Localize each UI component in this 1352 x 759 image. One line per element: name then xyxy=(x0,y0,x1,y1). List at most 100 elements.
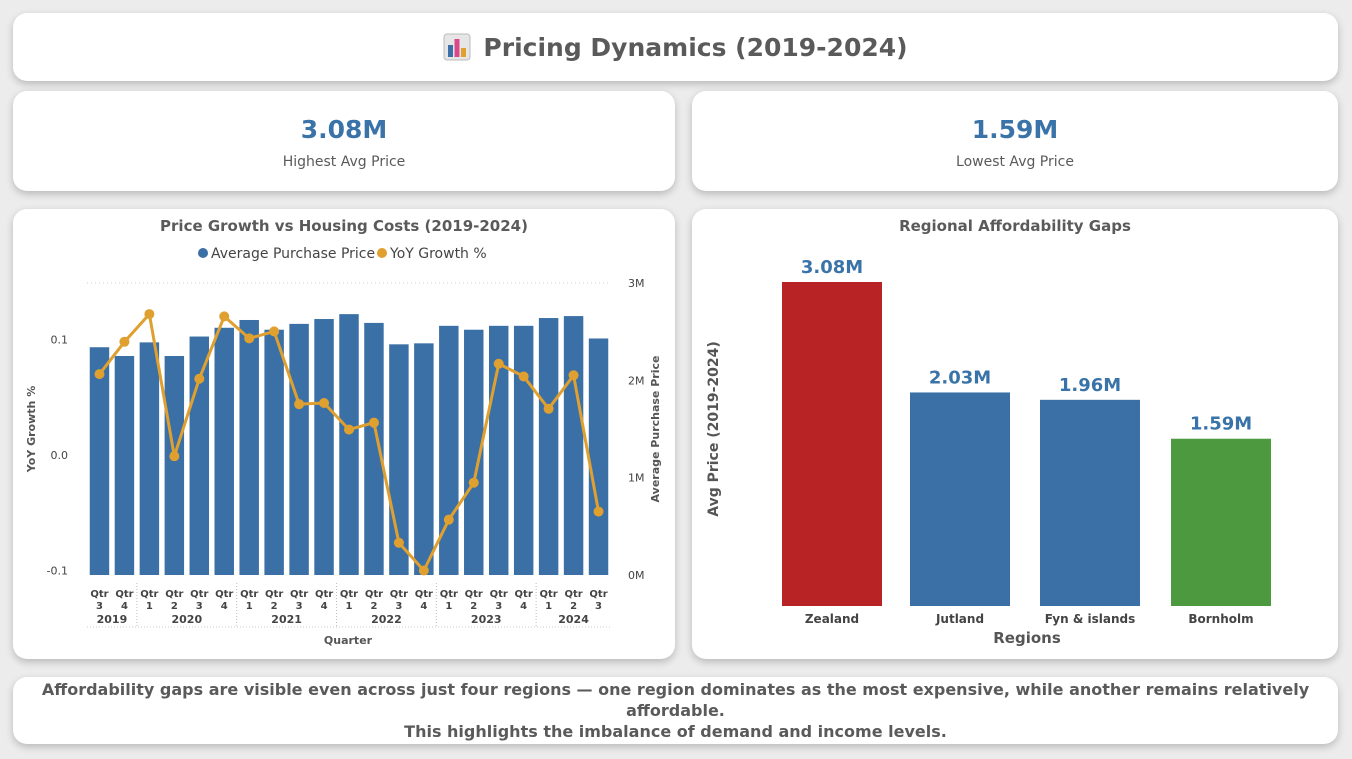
growth-point[interactable] xyxy=(119,336,130,347)
bar[interactable] xyxy=(264,329,284,575)
growth-point[interactable] xyxy=(468,477,479,488)
dashboard-title: Pricing Dynamics (2019-2024) xyxy=(443,32,908,62)
year-label: 2019 xyxy=(97,613,128,626)
kpi-card-lowest: 1.59M Lowest Avg Price xyxy=(692,91,1338,191)
dashboard-title-text: Pricing Dynamics (2019-2024) xyxy=(483,32,908,62)
x-tick-label: Qtr 2 xyxy=(165,589,183,612)
chart-title: Price Growth vs Housing Costs (2019-2024… xyxy=(160,217,528,235)
x-tick-label: Qtr 1 xyxy=(140,589,158,612)
bar-value-label: 1.96M xyxy=(1059,375,1121,396)
bar[interactable] xyxy=(538,318,559,575)
x-tick-label: Qtr 4 xyxy=(315,589,333,612)
kpi-card-highest: 3.08M Highest Avg Price xyxy=(13,91,675,191)
growth-point[interactable] xyxy=(219,311,230,322)
kpi-lowest-value: 1.59M xyxy=(971,115,1059,144)
bar[interactable] xyxy=(214,327,234,575)
y-axis-right-title: Average Purchase Price xyxy=(649,356,662,503)
legend-label-price: Average Purchase Price xyxy=(211,246,375,262)
growth-point[interactable] xyxy=(418,565,429,576)
growth-point[interactable] xyxy=(169,451,180,462)
footer-line-2: This highlights the imbalance of demand … xyxy=(404,722,947,741)
regional-gaps-chart-card: Regional Affordability Gaps 3.08M Zealand 2… xyxy=(692,209,1338,659)
year-label: 2023 xyxy=(471,613,502,626)
x-tick-label: Qtr 3 xyxy=(589,589,607,612)
x-tick-label: Qtr 3 xyxy=(90,589,108,612)
growth-point[interactable] xyxy=(443,514,454,525)
growth-point[interactable] xyxy=(244,333,255,344)
bar[interactable] xyxy=(1040,399,1140,606)
footer-line-1: Affordability gaps are visible even acro… xyxy=(41,680,1310,720)
bar[interactable] xyxy=(289,323,309,575)
bar[interactable] xyxy=(339,314,359,575)
bar[interactable] xyxy=(139,342,160,575)
category-label: Fyn & islands xyxy=(1045,612,1135,626)
price-growth-chart: Price Growth vs Housing Costs (2019-2024… xyxy=(25,217,662,647)
growth-point[interactable] xyxy=(144,309,155,320)
bar[interactable] xyxy=(114,356,135,575)
x-tick-label: Qtr 2 xyxy=(265,589,283,612)
growth-point[interactable] xyxy=(543,403,554,414)
bar-chart-icon xyxy=(443,33,471,61)
bar[interactable] xyxy=(439,325,459,575)
x-tick-label: Qtr 2 xyxy=(365,589,383,612)
x-tick-label: Qtr 4 xyxy=(415,589,433,612)
growth-point[interactable] xyxy=(94,369,105,380)
growth-point[interactable] xyxy=(518,371,529,382)
growth-point[interactable] xyxy=(269,326,280,337)
bar[interactable] xyxy=(910,392,1010,606)
bar[interactable] xyxy=(89,347,110,575)
growth-point[interactable] xyxy=(368,417,379,428)
x-tick-label: Qtr 2 xyxy=(564,589,582,612)
bar[interactable] xyxy=(364,322,384,575)
kpi-highest-value: 3.08M xyxy=(300,115,388,144)
bar-value-label: 3.08M xyxy=(801,257,863,278)
price-growth-chart-card: Price Growth vs Housing Costs (2019-2024… xyxy=(13,209,675,659)
x-axis-title: Quarter xyxy=(324,634,373,647)
growth-point[interactable] xyxy=(344,424,354,435)
y-axis-title: Avg Price (2019-2024) xyxy=(706,341,722,517)
x-tick-label: Qtr 1 xyxy=(240,589,258,612)
growth-point[interactable] xyxy=(294,399,305,410)
x-axis-title: Regions xyxy=(993,629,1061,647)
legend-marker-growth xyxy=(377,248,387,258)
x-tick-label: Qtr 1 xyxy=(340,589,358,612)
bar[interactable] xyxy=(239,319,259,575)
year-label: 2024 xyxy=(558,613,589,626)
growth-point[interactable] xyxy=(593,506,604,517)
bar[interactable] xyxy=(414,343,434,575)
year-label: 2020 xyxy=(171,613,202,626)
legend: Average Purchase Price YoY Growth % xyxy=(198,246,487,262)
bar[interactable] xyxy=(464,329,484,575)
growth-point[interactable] xyxy=(194,373,205,384)
legend-label-growth: YoY Growth % xyxy=(389,246,487,262)
right-tick-label: 3M xyxy=(628,277,645,290)
year-label: 2021 xyxy=(271,613,302,626)
growth-point[interactable] xyxy=(319,398,330,409)
left-tick-label: 0.1 xyxy=(51,334,69,347)
bar-value-label: 1.59M xyxy=(1190,414,1252,435)
header-card: Pricing Dynamics (2019-2024) xyxy=(13,13,1338,81)
growth-point[interactable] xyxy=(493,358,504,369)
bar[interactable] xyxy=(314,319,334,575)
left-tick-label: 0.0 xyxy=(51,449,69,462)
bar[interactable] xyxy=(189,336,210,575)
growth-point[interactable] xyxy=(568,370,579,381)
x-tick-label: Qtr 1 xyxy=(540,589,558,612)
category-label: Bornholm xyxy=(1188,612,1253,626)
x-tick-label: Qtr 3 xyxy=(190,589,208,612)
bar[interactable] xyxy=(782,282,882,606)
growth-point[interactable] xyxy=(393,537,404,548)
x-tick-label: Qtr 1 xyxy=(440,589,458,612)
left-tick-label: -0.1 xyxy=(47,565,68,578)
bar[interactable] xyxy=(588,338,609,575)
bar[interactable] xyxy=(513,325,534,575)
right-tick-label: 0M xyxy=(628,569,645,582)
bar[interactable] xyxy=(1171,438,1271,606)
right-tick-label: 1M xyxy=(628,472,645,485)
bar[interactable] xyxy=(164,356,185,575)
category-label: Zealand xyxy=(805,612,859,626)
bar[interactable] xyxy=(563,316,584,575)
x-tick-label: Qtr 3 xyxy=(490,589,508,612)
x-tick-label: Qtr 4 xyxy=(215,589,233,612)
right-tick-label: 2M xyxy=(628,374,645,387)
